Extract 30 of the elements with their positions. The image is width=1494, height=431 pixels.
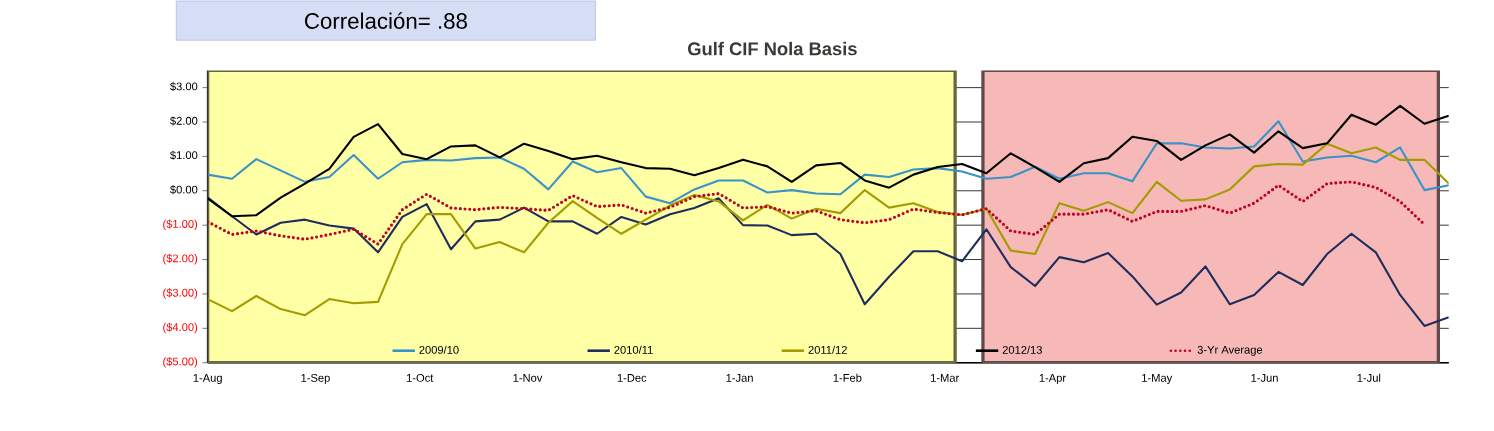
x-tick-label: 1-Aug xyxy=(193,374,222,385)
x-tick-label: 1-Mar xyxy=(930,374,960,383)
x-tick-label: 1-Oct xyxy=(406,374,434,383)
legend-label: 2010/11 xyxy=(614,345,653,355)
y-tick-label: $3.00 xyxy=(170,82,198,92)
x-tick-label: 1-Jul xyxy=(1357,373,1381,383)
y-tick-label: ($1.00) xyxy=(163,219,198,231)
y-tick-label: ($2.00) xyxy=(163,254,198,265)
y-tick-label: $2.00 xyxy=(170,116,198,126)
x-tick-label: 1-Dec xyxy=(617,374,647,383)
y-tick-label: ($3.00) xyxy=(163,288,198,300)
legend-label: 2011/12 xyxy=(808,345,847,355)
y-tick-label: $1.00 xyxy=(170,151,198,161)
y-tick-label: ($5.00) xyxy=(163,357,198,368)
x-tick-label: 1-Jun xyxy=(1251,374,1278,383)
x-tick-label: 1-May xyxy=(1142,374,1173,385)
legend-label: 3-Yr Average xyxy=(1197,346,1263,357)
y-tick-label: ($4.00) xyxy=(163,322,198,334)
x-tick-label: 1-Sep xyxy=(301,374,330,385)
x-tick-label: 1-Apr xyxy=(1039,374,1066,385)
line-series xyxy=(207,196,1449,328)
chart-title: Gulf CIF Nola Basis xyxy=(688,42,857,56)
legend-label: 2012/13 xyxy=(1002,345,1042,355)
y-tick-label: $0.00 xyxy=(170,185,198,195)
legend-label: 2009/10 xyxy=(419,345,459,355)
line-series xyxy=(207,180,1427,246)
x-tick-label: 1-Feb xyxy=(833,373,862,383)
x-tick-label: 1-Nov xyxy=(513,374,543,383)
x-tick-label: 1-Jan xyxy=(726,374,753,383)
text: Correlación= .88 xyxy=(304,12,467,30)
